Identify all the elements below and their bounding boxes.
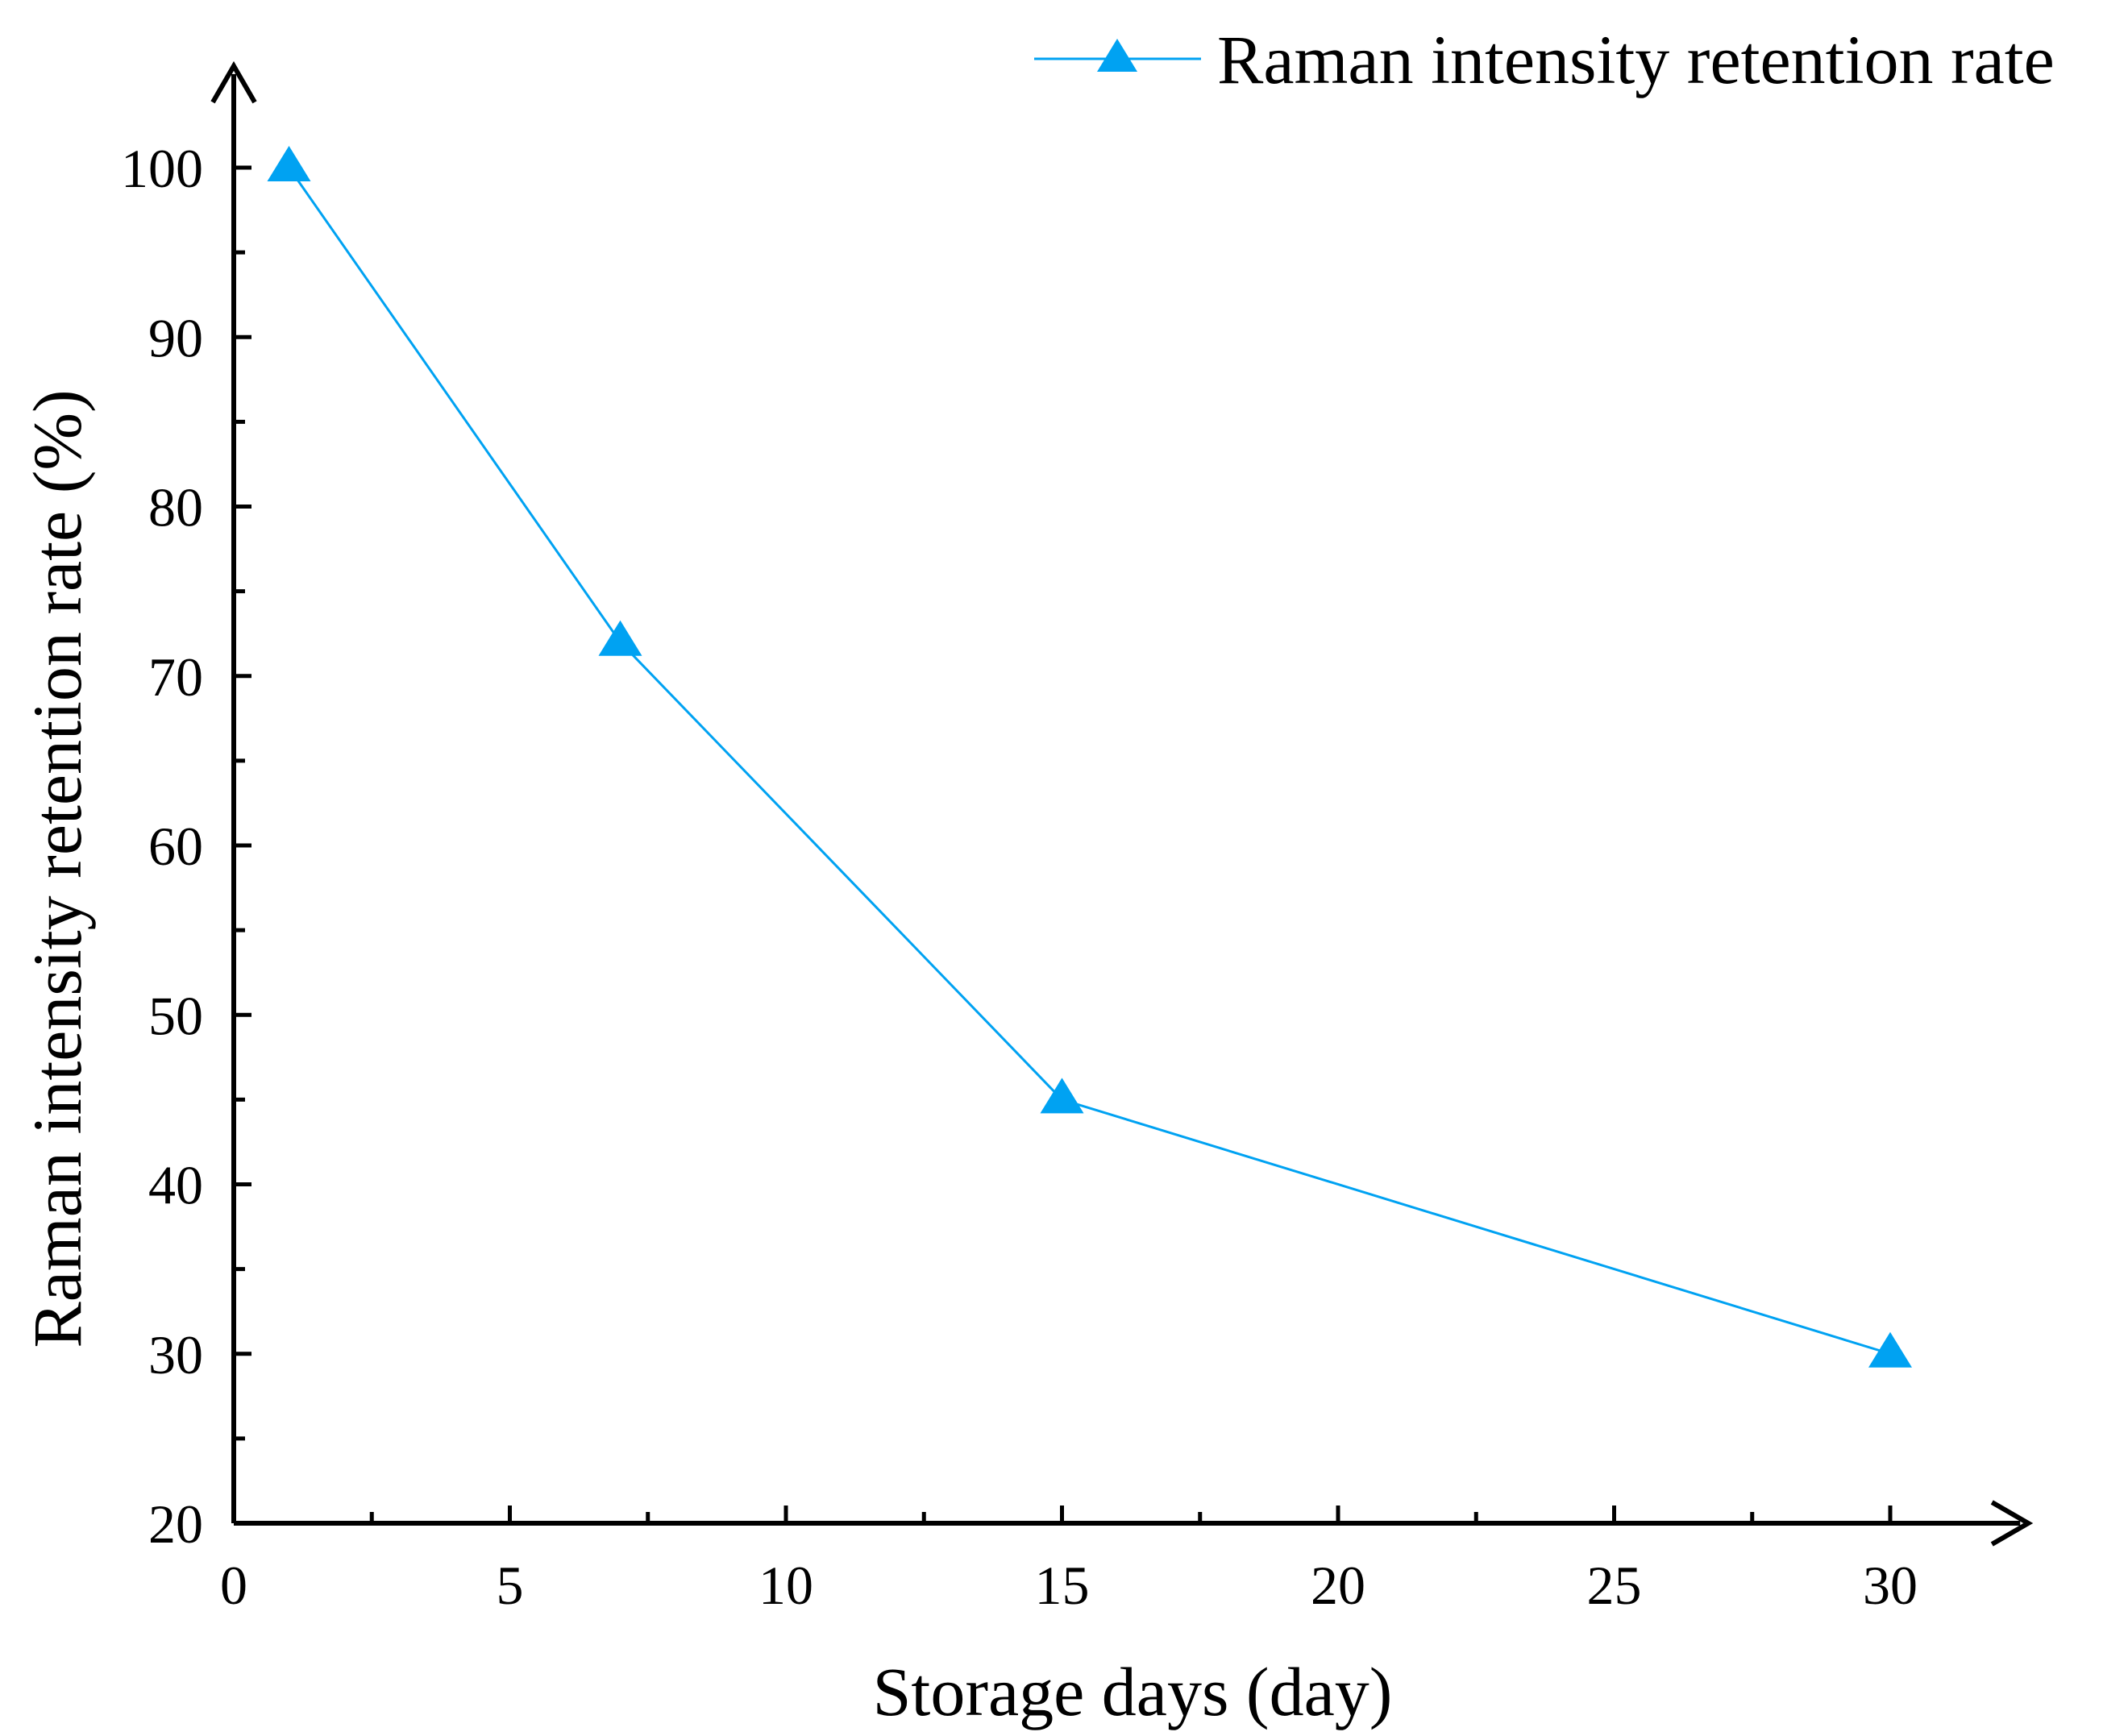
- x-tick-label: 0: [220, 1555, 247, 1616]
- y-tick-label: 20: [148, 1493, 203, 1555]
- y-tick-label: 50: [148, 985, 203, 1046]
- y-tick-label: 40: [148, 1155, 203, 1216]
- series-line: [288, 167, 1891, 1356]
- y-axis-arrow: [210, 60, 257, 104]
- data-point-triangle: [1868, 1331, 1912, 1368]
- x-axis-arrow: [1990, 1500, 2034, 1547]
- ticks: 0 5 10 15 20 25 30 20 30 40 50 60 70 80 90 100: [121, 138, 1918, 1616]
- x-tick-label: 30: [1863, 1555, 1918, 1616]
- y-tick-label: 80: [148, 477, 203, 538]
- y-tick-label: 100: [121, 138, 203, 199]
- legend-marker-triangle: [1097, 39, 1137, 72]
- x-axis-title: Storage days (day): [873, 1653, 1393, 1730]
- y-tick-label: 70: [148, 646, 203, 708]
- axes: [210, 60, 2034, 1547]
- y-tick-label: 90: [148, 307, 203, 368]
- x-tick-label: 5: [497, 1555, 524, 1616]
- series: [267, 146, 1912, 1368]
- data-point-triangle: [1040, 1078, 1084, 1114]
- data-point-triangle: [598, 620, 642, 656]
- y-tick-label: 30: [148, 1324, 203, 1385]
- x-tick-label: 10: [759, 1555, 813, 1616]
- legend: Raman intensity retention rate: [1034, 21, 2055, 98]
- x-tick-label: 20: [1311, 1555, 1365, 1616]
- data-point-triangle: [267, 146, 311, 181]
- x-tick-label: 25: [1587, 1555, 1642, 1616]
- x-tick-label: 15: [1035, 1555, 1090, 1616]
- y-axis-title: Raman intensity retention rate (%): [19, 389, 96, 1348]
- y-tick-label: 60: [148, 816, 203, 877]
- legend-label: Raman intensity retention rate: [1217, 21, 2055, 98]
